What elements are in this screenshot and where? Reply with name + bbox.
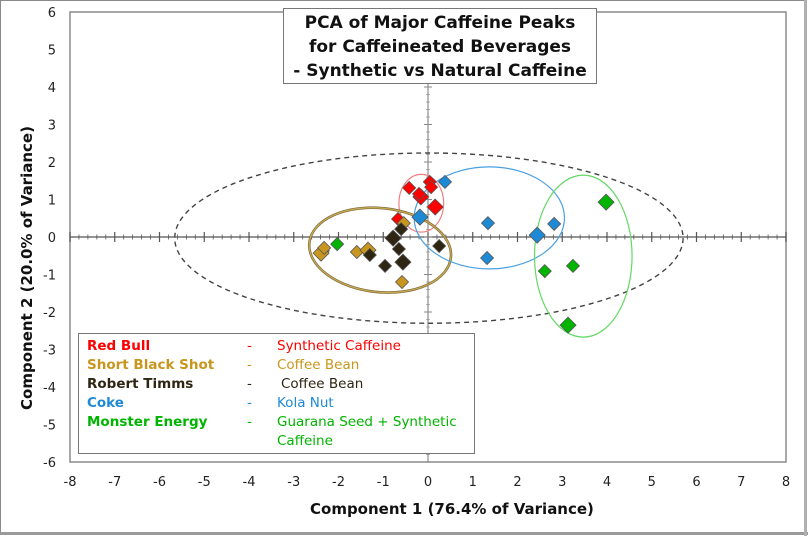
y-tick-label: 4 — [48, 81, 56, 96]
cluster-ellipses — [174, 152, 684, 338]
x-tick-label: -1 — [377, 475, 390, 490]
x-axis-title: Component 1 (76.4% of Variance) — [310, 500, 594, 518]
data-point-robert-timms — [394, 222, 409, 237]
data-point-red-bull — [424, 180, 439, 195]
data-point-monster-energy — [537, 264, 552, 279]
data-point-robert-timms — [377, 258, 393, 273]
x-tick-label: -2 — [332, 475, 345, 490]
y-tick-label: 6 — [48, 6, 56, 21]
y-tick-label: 0 — [48, 231, 56, 246]
data-point-robert-timms — [384, 229, 402, 247]
legend-source: Coffee Bean — [281, 376, 364, 392]
data-point-robert-timms — [394, 253, 412, 271]
legend-source: Synthetic Caffeine — [277, 338, 401, 354]
x-tick-label: -7 — [108, 475, 121, 490]
cluster-ellipse-monster-energy — [533, 174, 633, 338]
x-tick-label: 5 — [648, 475, 656, 490]
x-tick-label: -5 — [198, 475, 211, 490]
legend-dash: - — [247, 376, 252, 392]
x-tick-label: -6 — [153, 475, 166, 490]
legend-label: Red Bull — [87, 338, 151, 354]
data-point-red-bull — [402, 180, 417, 195]
data-point-coke — [528, 226, 546, 244]
frame-shadow-bottom — [0, 532, 808, 535]
legend-label: Robert Timms — [87, 376, 194, 392]
y-tick-labels: 6 5 4 3 2 1 0 -1 -2 -3 -4 -5 -6 — [43, 6, 56, 471]
legend-label: Coke — [87, 395, 124, 411]
x-tick-label: 0 — [424, 475, 432, 490]
data-point-coke — [480, 216, 496, 231]
y-tick-label: 2 — [48, 156, 56, 171]
data-point-coke — [547, 216, 562, 231]
legend-source-line-1: Guarana Seed + Synthetic — [277, 414, 457, 430]
chart-title: PCA of Major Caffeine Peaks for Caffeine… — [283, 8, 597, 84]
frame-shadow-right — [804, 0, 807, 536]
legend-source: Kola Nut — [277, 395, 334, 411]
x-tick-label: 8 — [782, 475, 790, 490]
legend-source: Coffee Bean — [277, 357, 360, 373]
data-point-monster-energy — [559, 316, 577, 334]
y-tick-label: -5 — [43, 419, 56, 434]
cluster-ellipse-red-bull — [398, 173, 445, 233]
data-point-red-bull — [411, 186, 427, 201]
legend-label: Monster Energy — [87, 414, 208, 430]
data-point-robert-timms — [432, 238, 447, 254]
data-point-robert-timms — [391, 241, 406, 257]
cluster-ellipse-short-black-shot — [308, 207, 452, 294]
y-axis-title: Component 2 (20.0% of Variance) — [18, 126, 36, 410]
y-tick-label: -3 — [43, 344, 56, 359]
data-point-monster-energy — [330, 237, 345, 252]
data-point-coke — [437, 174, 453, 189]
overall-confidence-ellipse — [174, 152, 684, 324]
legend-label: Short Black Shot — [87, 357, 215, 373]
x-tick-labels: -8 -7 -6 -5 -4 -3 -2 -1 0 1 2 3 4 5 6 7 8 — [64, 475, 791, 490]
x-tick-label: 3 — [558, 475, 566, 490]
chart-title-line-2: for Caffeineated Beverages — [308, 37, 572, 57]
data-points — [312, 174, 615, 334]
data-point-coke — [480, 250, 495, 266]
legend-dash: - — [247, 338, 252, 354]
chart-title-line-1: PCA of Major Caffeine Peaks — [304, 13, 576, 33]
data-point-short-black-shot — [317, 240, 332, 255]
data-point-monster-energy — [565, 258, 581, 273]
legend-source-line-2: Caffeine — [277, 433, 333, 449]
legend-dash: - — [247, 414, 252, 430]
data-point-red-bull — [426, 198, 444, 216]
data-point-robert-timms — [362, 247, 377, 263]
y-tick-label: -1 — [43, 269, 56, 284]
y-tick-label: -2 — [43, 306, 56, 321]
y-tick-label: 5 — [48, 44, 56, 59]
legend-dash: - — [247, 395, 252, 411]
legend: Red Bull - Synthetic Caffeine Short Blac… — [78, 333, 475, 454]
data-point-short-black-shot — [394, 274, 410, 290]
y-tick-label: -6 — [43, 456, 56, 471]
data-point-coke — [411, 208, 429, 226]
x-tick-label: -8 — [64, 475, 77, 490]
x-tick-label: 7 — [737, 475, 745, 490]
data-point-monster-energy — [597, 193, 615, 211]
x-tick-label: 2 — [513, 475, 521, 490]
chart-title-line-3: - Synthetic vs Natural Caffeine — [293, 61, 587, 81]
x-tick-label: -4 — [243, 475, 256, 490]
x-tick-label: 6 — [692, 475, 700, 490]
y-tick-label: 1 — [48, 194, 56, 209]
x-tick-label: 4 — [603, 475, 611, 490]
y-tick-label: 3 — [48, 119, 56, 134]
y-tick-label: -4 — [43, 381, 56, 396]
x-tick-label: 1 — [469, 475, 477, 490]
legend-dash: - — [247, 357, 252, 373]
x-tick-label: -3 — [287, 475, 300, 490]
